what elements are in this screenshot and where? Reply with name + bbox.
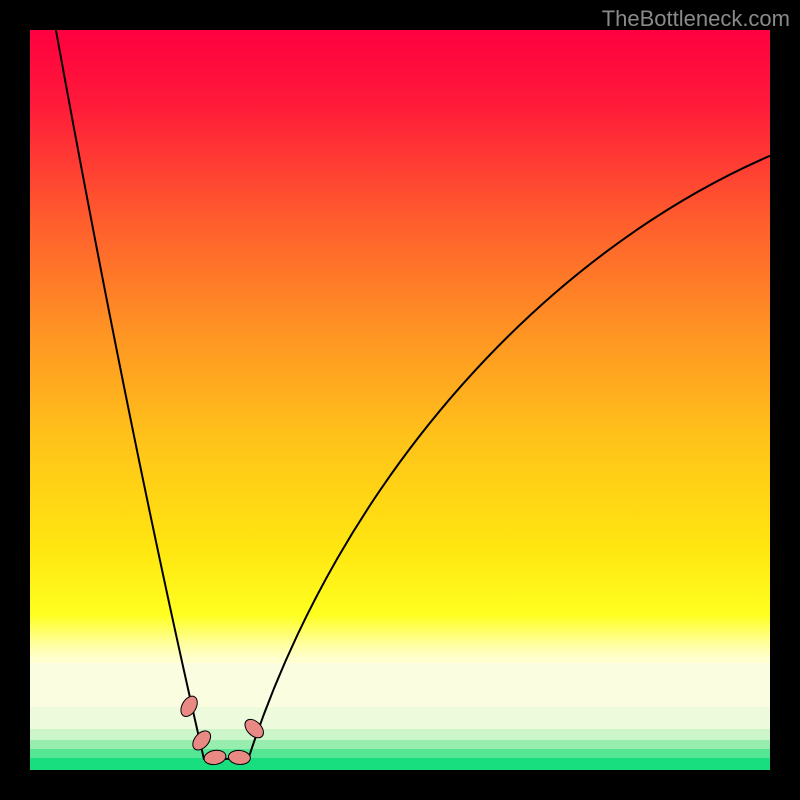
valley-marker — [228, 749, 251, 765]
valley-marker — [241, 716, 266, 741]
chart-container: TheBottleneck.com — [0, 0, 800, 800]
valley-marker — [178, 693, 201, 719]
bottleneck-curve — [56, 30, 770, 759]
curve-layer — [30, 30, 770, 770]
plot-area — [30, 30, 770, 770]
valley-marker — [203, 749, 227, 767]
valley-marker — [189, 727, 214, 753]
watermark-text: TheBottleneck.com — [602, 6, 790, 32]
